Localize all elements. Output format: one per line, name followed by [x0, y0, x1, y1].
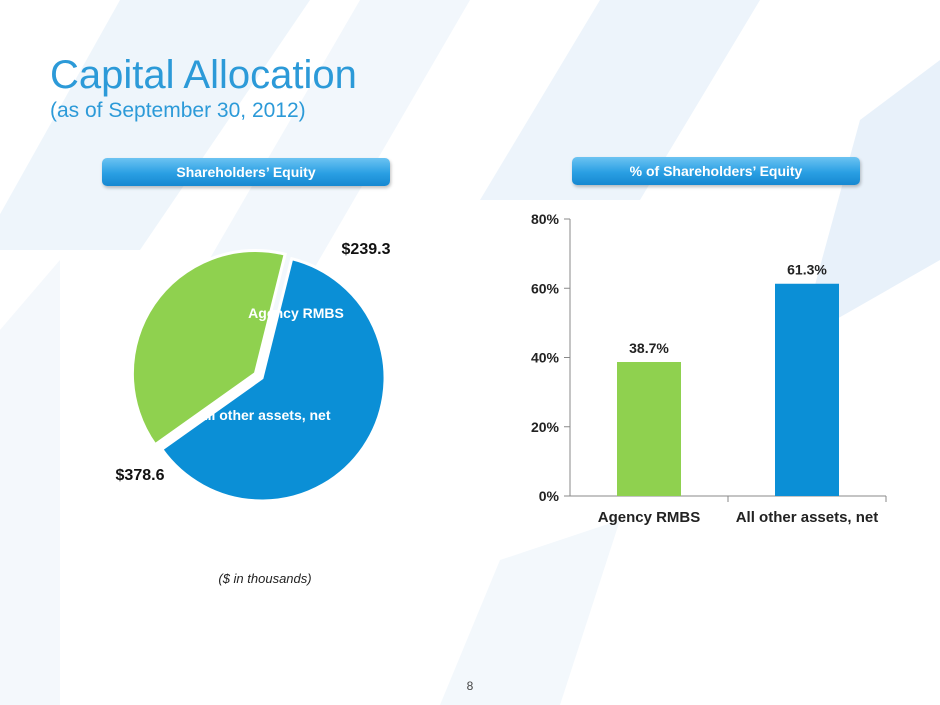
shareholders-equity-header: Shareholders’ Equity	[102, 158, 390, 186]
bar-value-label: 61.3%	[787, 262, 827, 278]
y-tick-label: 0%	[539, 488, 560, 504]
x-category-label: All other assets, net	[736, 509, 879, 526]
pie-label-agency-rmbs: Agency RMBS	[248, 305, 344, 321]
x-category-label: Agency RMBS	[598, 509, 701, 526]
pie-slice-agency-rmbs	[130, 249, 287, 447]
bar-all-other-assets	[775, 283, 839, 496]
y-tick-label: 80%	[531, 211, 560, 227]
pie-value-all-other-assets: $378.6	[116, 467, 165, 484]
pie-value-agency-rmbs: $239.3	[342, 241, 391, 258]
page-number: 8	[466, 679, 474, 693]
page-subtitle: (as of September 30, 2012)	[50, 99, 306, 122]
percent-shareholders-equity-header: % of Shareholders’ Equity	[572, 157, 860, 185]
pie-label-all-other-assets: All other assets, net	[197, 407, 330, 423]
bar-agency-rmbs	[617, 362, 681, 496]
page-title: Capital Allocation	[50, 53, 357, 97]
bar-value-label: 38.7%	[629, 340, 669, 356]
y-tick-label: 40%	[531, 350, 560, 366]
pie-slice-all-other-assets	[159, 256, 387, 503]
y-tick-label: 60%	[531, 280, 560, 296]
y-tick-label: 20%	[531, 419, 560, 435]
units-note: ($ in thousands)	[218, 571, 312, 586]
